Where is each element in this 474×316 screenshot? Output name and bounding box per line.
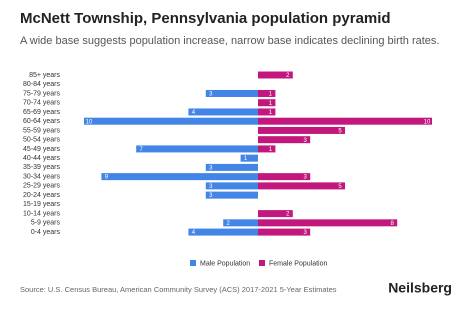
y-tick-label: 40-44 years: [23, 155, 60, 162]
male-bar: [84, 117, 258, 125]
data-label: 3: [209, 193, 213, 199]
female-bar: [258, 182, 345, 190]
data-label: 1: [269, 147, 273, 153]
source-note: Source: U.S. Census Bureau, American Com…: [20, 285, 337, 294]
data-label: 3: [209, 92, 213, 98]
y-tick-label: 5-9 years: [31, 220, 61, 227]
y-tick-label: 10-14 years: [23, 210, 60, 217]
y-tick-label: 85+ years: [29, 72, 60, 79]
female-bar: [258, 99, 276, 107]
data-label: 3: [209, 184, 213, 190]
y-tick-label: 65-69 years: [23, 109, 60, 116]
y-tick-label: 60-64 years: [23, 118, 60, 125]
y-tick-label: 75-79 years: [23, 90, 60, 97]
data-label: 4: [192, 110, 196, 116]
chart-title: McNett Township, Pennsylvania population…: [20, 10, 391, 27]
female-bar: [258, 145, 276, 153]
male-bar: [188, 108, 258, 116]
data-label: 10: [424, 119, 431, 125]
data-label: 3: [304, 175, 308, 181]
data-label: 4: [192, 230, 196, 236]
male-bar: [205, 163, 258, 171]
brand: Neilsberg: [388, 280, 452, 296]
female-bar: [258, 89, 276, 97]
y-tick-label: 35-39 years: [23, 164, 60, 171]
data-label: 1: [269, 110, 273, 116]
y-tick-label: 80-84 years: [23, 81, 60, 88]
data-label: 1: [269, 92, 273, 98]
data-label: 3: [304, 230, 308, 236]
legend-label: Male Population: [200, 260, 250, 267]
y-tick-label: 55-59 years: [23, 127, 60, 134]
data-label: 10: [86, 119, 93, 125]
female-bar: [258, 71, 293, 79]
data-label: 5: [338, 129, 342, 135]
data-label: 1: [244, 156, 248, 162]
y-tick-label: 25-29 years: [23, 183, 60, 190]
y-tick-label: 45-49 years: [23, 146, 60, 153]
male-bar: [188, 228, 258, 236]
legend-swatch: [190, 260, 196, 266]
data-label: 5: [338, 184, 342, 190]
data-label: 2: [286, 73, 290, 79]
male-bar: [136, 145, 258, 153]
female-bar: [258, 126, 345, 134]
female-bar: [258, 136, 311, 144]
data-label: 1: [269, 101, 273, 107]
y-tick-label: 0-4 years: [31, 229, 61, 236]
data-label: 8: [391, 221, 395, 227]
female-bar: [258, 219, 398, 227]
chart-subtitle: A wide base suggests population increase…: [20, 35, 439, 47]
female-bar: [258, 108, 276, 116]
male-bar: [205, 89, 258, 97]
female-bar: [258, 228, 311, 236]
female-bar: [258, 210, 293, 218]
data-label: 2: [286, 212, 290, 218]
male-bar: [223, 219, 258, 227]
male-bar: [205, 182, 258, 190]
data-label: 3: [304, 138, 308, 144]
legend-label: Female Population: [269, 260, 327, 267]
data-label: 9: [105, 175, 109, 181]
data-label: 3: [209, 165, 213, 171]
y-tick-label: 70-74 years: [23, 100, 60, 107]
y-tick-label: 30-34 years: [23, 173, 60, 180]
male-bar: [205, 191, 258, 199]
female-bar: [258, 173, 311, 181]
y-tick-label: 15-19 years: [23, 201, 60, 208]
y-tick-label: 50-54 years: [23, 137, 60, 144]
data-label: 7: [140, 147, 144, 153]
male-bar: [101, 173, 259, 181]
male-bar: [240, 154, 258, 162]
data-label: 2: [227, 221, 231, 227]
female-bar: [258, 117, 432, 125]
legend-swatch: [259, 260, 265, 266]
y-tick-label: 20-24 years: [23, 192, 60, 199]
